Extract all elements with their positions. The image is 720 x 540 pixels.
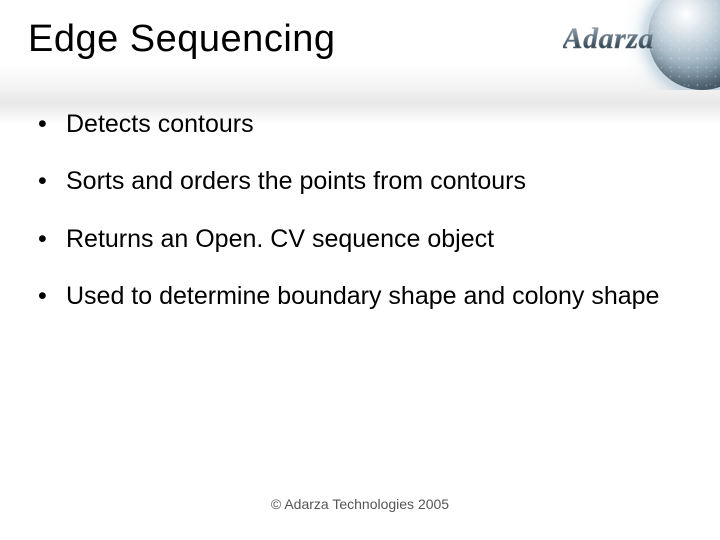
bullet-list: Detects contours Sorts and orders the po… [28,109,692,312]
logo-sphere-icon [648,0,720,90]
slide: Adarza Edge Sequencing Detects contours … [0,0,720,540]
bullet-item: Sorts and orders the points from contour… [38,166,692,197]
logo-text: Adarza [563,22,654,56]
logo: Adarza [520,0,720,90]
bullet-item: Used to determine boundary shape and col… [38,281,692,312]
bullet-item: Returns an Open. CV sequence object [38,224,692,255]
bullet-item: Detects contours [38,109,692,140]
footer-copyright: © Adarza Technologies 2005 [0,496,720,512]
